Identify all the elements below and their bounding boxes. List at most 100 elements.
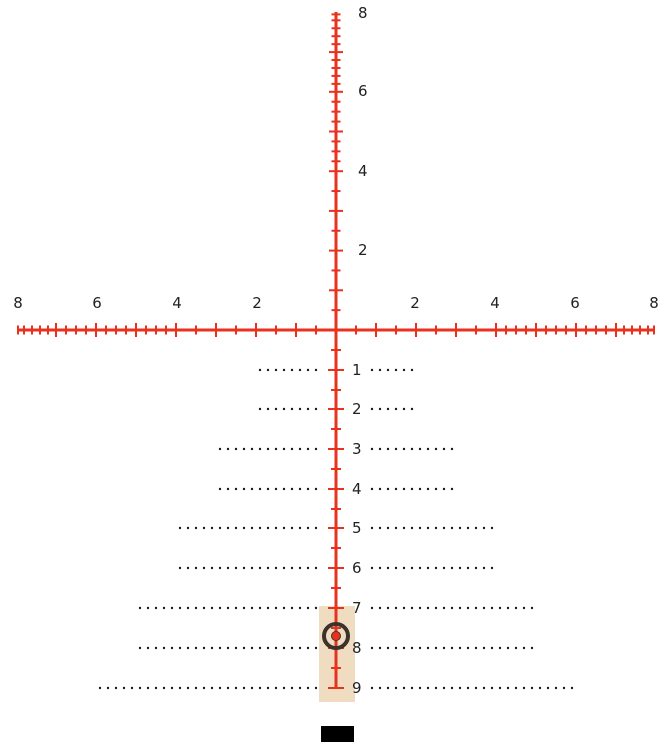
holdover-dot bbox=[138, 686, 142, 690]
holdover-dot bbox=[266, 407, 270, 411]
holdover-dot bbox=[450, 526, 454, 530]
holdover-dot bbox=[242, 606, 246, 610]
holdover-dots bbox=[98, 368, 574, 690]
holdover-dot bbox=[290, 566, 294, 570]
holdover-label-6: 6 bbox=[352, 559, 362, 577]
holdover-dot bbox=[522, 606, 526, 610]
holdover-dot bbox=[490, 686, 494, 690]
holdover-dot bbox=[146, 646, 150, 650]
holdover-label-2: 2 bbox=[352, 400, 362, 418]
holdover-dot bbox=[226, 686, 230, 690]
holdover-dot bbox=[274, 526, 278, 530]
holdover-dot bbox=[458, 646, 462, 650]
holdover-dot bbox=[290, 368, 294, 372]
holdover-dot bbox=[98, 686, 102, 690]
holdover-dot bbox=[242, 686, 246, 690]
holdover-dot bbox=[386, 487, 390, 491]
holdover-dot bbox=[146, 686, 150, 690]
holdover-dot bbox=[466, 566, 470, 570]
holdover-dot bbox=[450, 447, 454, 451]
holdover-dot bbox=[410, 487, 414, 491]
holdover-dot bbox=[298, 526, 302, 530]
holdover-dot bbox=[450, 686, 454, 690]
holdover-dot bbox=[250, 447, 254, 451]
holdover-dot bbox=[482, 566, 486, 570]
holdover-dot bbox=[394, 686, 398, 690]
holdover-dot bbox=[274, 368, 278, 372]
holdover-dot bbox=[386, 566, 390, 570]
holdover-dot bbox=[466, 686, 470, 690]
holdover-dot bbox=[490, 526, 494, 530]
holdover-dot bbox=[378, 686, 382, 690]
holdover-dot bbox=[194, 646, 198, 650]
holdover-dot bbox=[226, 606, 230, 610]
holdover-dot bbox=[402, 566, 406, 570]
right-label-6: 6 bbox=[570, 294, 580, 312]
holdover-dot bbox=[538, 686, 542, 690]
holdover-dot bbox=[386, 686, 390, 690]
holdover-dot bbox=[274, 487, 278, 491]
holdover-dot bbox=[314, 686, 318, 690]
holdover-dot bbox=[298, 606, 302, 610]
holdover-dot bbox=[434, 487, 438, 491]
holdover-dot bbox=[218, 487, 222, 491]
holdover-dot bbox=[202, 566, 206, 570]
target-ring-center bbox=[331, 631, 341, 641]
holdover-dot bbox=[282, 368, 286, 372]
holdover-dot bbox=[442, 566, 446, 570]
holdover-dot bbox=[482, 526, 486, 530]
holdover-dot bbox=[282, 447, 286, 451]
holdover-dot bbox=[162, 686, 166, 690]
holdover-dot bbox=[402, 686, 406, 690]
holdover-dot bbox=[282, 686, 286, 690]
holdover-label-9: 9 bbox=[352, 679, 362, 697]
holdover-dot bbox=[370, 606, 374, 610]
holdover-dot bbox=[186, 566, 190, 570]
holdover-dot bbox=[434, 686, 438, 690]
holdover-dot bbox=[290, 606, 294, 610]
holdover-dot bbox=[482, 686, 486, 690]
holdover-dot bbox=[210, 606, 214, 610]
right-label-2: 2 bbox=[410, 294, 420, 312]
holdover-dot bbox=[306, 686, 310, 690]
holdover-dot bbox=[266, 566, 270, 570]
holdover-dot bbox=[242, 447, 246, 451]
holdover-dot bbox=[306, 407, 310, 411]
holdover-dot bbox=[306, 526, 310, 530]
holdover-dot bbox=[386, 606, 390, 610]
holdover-dot bbox=[410, 646, 414, 650]
holdover-dot bbox=[258, 368, 262, 372]
holdover-dot bbox=[306, 368, 310, 372]
holdover-dot bbox=[186, 606, 190, 610]
holdover-dot bbox=[194, 566, 198, 570]
holdover-dot bbox=[434, 566, 438, 570]
holdover-dot bbox=[522, 646, 526, 650]
top-label-2: 2 bbox=[358, 241, 368, 259]
top-label-6: 6 bbox=[358, 82, 368, 100]
holdover-label-8: 8 bbox=[352, 639, 362, 657]
holdover-dot bbox=[226, 646, 230, 650]
holdover-dot bbox=[394, 368, 398, 372]
holdover-dot bbox=[290, 447, 294, 451]
holdover-dot bbox=[218, 686, 222, 690]
holdover-dot bbox=[458, 566, 462, 570]
holdover-dot bbox=[282, 526, 286, 530]
holdover-dot bbox=[170, 606, 174, 610]
holdover-dot bbox=[418, 646, 422, 650]
left-label-2: 2 bbox=[252, 294, 262, 312]
holdover-dot bbox=[458, 686, 462, 690]
holdover-dot bbox=[154, 686, 158, 690]
top-label-4: 4 bbox=[358, 162, 368, 180]
holdover-dot bbox=[426, 487, 430, 491]
holdover-dot bbox=[306, 646, 310, 650]
holdover-dot bbox=[434, 447, 438, 451]
holdover-dot bbox=[194, 686, 198, 690]
holdover-dot bbox=[258, 686, 262, 690]
holdover-dot bbox=[562, 686, 566, 690]
holdover-dot bbox=[314, 526, 318, 530]
holdover-dot bbox=[178, 606, 182, 610]
holdover-dot bbox=[434, 526, 438, 530]
holdover-dot bbox=[170, 646, 174, 650]
holdover-dot bbox=[570, 686, 574, 690]
holdover-dot bbox=[442, 686, 446, 690]
